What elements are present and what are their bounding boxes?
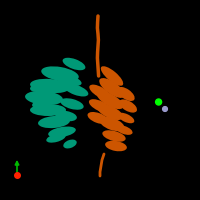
Ellipse shape [89,85,111,99]
Circle shape [163,107,167,111]
Ellipse shape [30,104,66,116]
Ellipse shape [64,84,88,96]
Ellipse shape [32,100,48,108]
Ellipse shape [55,111,77,121]
Ellipse shape [88,112,108,124]
Ellipse shape [63,140,77,148]
Ellipse shape [102,130,126,142]
Ellipse shape [38,116,70,128]
Ellipse shape [48,127,76,137]
Ellipse shape [100,117,124,131]
Ellipse shape [89,99,111,113]
Ellipse shape [41,66,79,82]
Ellipse shape [30,79,70,93]
Ellipse shape [101,66,123,86]
Ellipse shape [25,91,63,105]
Ellipse shape [115,125,133,135]
Ellipse shape [118,113,134,123]
Circle shape [156,99,162,105]
Ellipse shape [60,98,84,110]
Ellipse shape [97,91,123,109]
Ellipse shape [54,74,82,86]
Ellipse shape [117,87,135,101]
Ellipse shape [119,99,137,113]
Ellipse shape [99,78,125,98]
Ellipse shape [63,58,85,70]
Ellipse shape [46,133,66,143]
Ellipse shape [30,84,46,92]
Ellipse shape [105,141,127,151]
Ellipse shape [97,104,123,120]
